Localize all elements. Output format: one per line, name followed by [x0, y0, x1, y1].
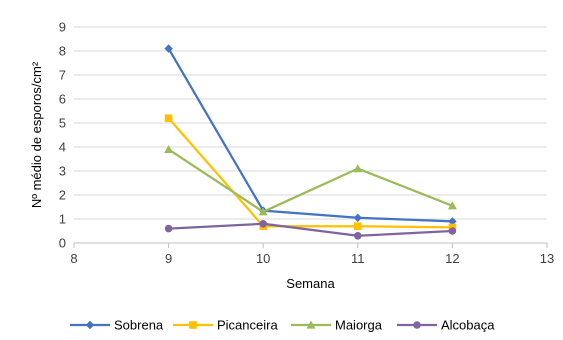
y-tick-label: 8 — [59, 44, 66, 59]
y-tick-label: 5 — [59, 116, 66, 131]
legend-item-sobrena: Sobrena — [70, 318, 164, 333]
legend-item-alcobaca: Alcobaça — [397, 318, 495, 333]
data-point-sobrena — [164, 44, 173, 53]
y-tick-label: 1 — [59, 212, 66, 227]
y-tick-label: 4 — [59, 140, 66, 155]
legend-label: Alcobaça — [441, 318, 495, 333]
y-tick-label: 6 — [59, 92, 66, 107]
legend-marker — [189, 321, 197, 329]
data-point-picanceira — [164, 114, 173, 122]
data-point-picanceira — [354, 222, 362, 230]
y-axis-title: Nº médio de esporos/cm² — [29, 61, 44, 208]
series-line-picanceira — [167, 117, 453, 229]
x-tick-label: 11 — [351, 251, 365, 266]
legend-label: Sobrena — [114, 318, 164, 333]
data-point-maiorga — [353, 164, 363, 173]
x-tick-label: 10 — [256, 251, 270, 266]
x-tick-label: 13 — [540, 251, 554, 266]
y-tick-label: 9 — [59, 20, 66, 35]
series-sobrena — [164, 44, 457, 226]
y-tick-label: 7 — [59, 68, 66, 83]
legend-label: Maiorga — [335, 318, 383, 333]
grid-layer — [74, 26, 547, 220]
data-point-sobrena — [448, 217, 457, 226]
series-line-alcobaca — [168, 222, 453, 237]
x-axis-title: Semana — [286, 276, 335, 291]
legend-item-picanceira: Picanceira — [173, 318, 278, 333]
legend-label: Picanceira — [217, 318, 278, 333]
x-tick-label: 9 — [165, 251, 172, 266]
series-maiorga — [164, 144, 457, 216]
series-alcobaca — [164, 220, 457, 240]
series-line-maiorga — [167, 148, 453, 213]
data-point-maiorga — [164, 144, 174, 153]
axis-layer — [73, 242, 548, 248]
legend-marker — [413, 321, 421, 329]
data-point-alcobaca — [164, 224, 173, 233]
x-tick-label: 12 — [445, 251, 459, 266]
data-point-alcobaca — [259, 220, 268, 228]
series-line-sobrena — [167, 48, 453, 223]
data-point-maiorga — [258, 207, 268, 216]
y-tick-label: 2 — [59, 188, 66, 203]
legend-item-maiorga: Maiorga — [291, 318, 383, 333]
data-point-sobrena — [353, 213, 362, 222]
legend: Sobrena Picanceira Maiorga Alcobaça — [70, 318, 495, 333]
series-layer — [164, 44, 457, 240]
data-point-alcobaca — [448, 227, 457, 235]
y-tick-label: 3 — [59, 164, 66, 179]
legend-marker — [85, 320, 95, 330]
x-tick-label: 8 — [70, 251, 77, 266]
data-point-alcobaca — [354, 232, 362, 240]
data-point-maiorga — [447, 201, 457, 210]
legend-marker — [306, 320, 316, 329]
y-tick-label: 0 — [59, 236, 66, 251]
